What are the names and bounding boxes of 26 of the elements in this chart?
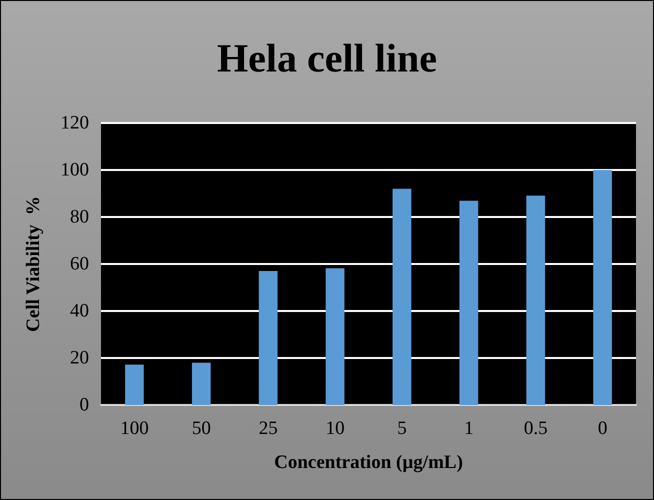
y-axis-title: Cell Viability % xyxy=(23,196,44,332)
bar xyxy=(192,362,211,405)
bar xyxy=(125,364,144,405)
y-tick-label: 100 xyxy=(60,160,89,180)
y-tick-label: 20 xyxy=(70,348,89,368)
x-tick-label: 0 xyxy=(598,418,608,439)
bar xyxy=(459,200,478,405)
y-tick-label: 0 xyxy=(80,394,89,416)
y-tick-label: 120 xyxy=(60,112,89,134)
bar xyxy=(326,268,344,405)
chart-title: Hela cell line xyxy=(217,36,437,80)
x-tick-label: 50 xyxy=(192,418,211,439)
x-tick-label: 100 xyxy=(120,418,149,439)
x-axis-title: Concentration (µg/mL) xyxy=(274,452,463,473)
y-tick-label: 60 xyxy=(70,254,89,274)
y-tick-label: 40 xyxy=(70,300,89,322)
x-tick-label: 25 xyxy=(258,418,278,439)
x-tick-label: 0.5 xyxy=(524,418,548,439)
y-tick-label: 80 xyxy=(70,206,89,228)
x-tick-label: 10 xyxy=(326,418,345,439)
bar xyxy=(593,170,612,405)
x-tick-label: 1 xyxy=(464,418,474,439)
x-tick-label: 5 xyxy=(397,418,407,439)
bar xyxy=(258,271,278,405)
bar xyxy=(526,196,546,405)
bar xyxy=(392,188,412,405)
